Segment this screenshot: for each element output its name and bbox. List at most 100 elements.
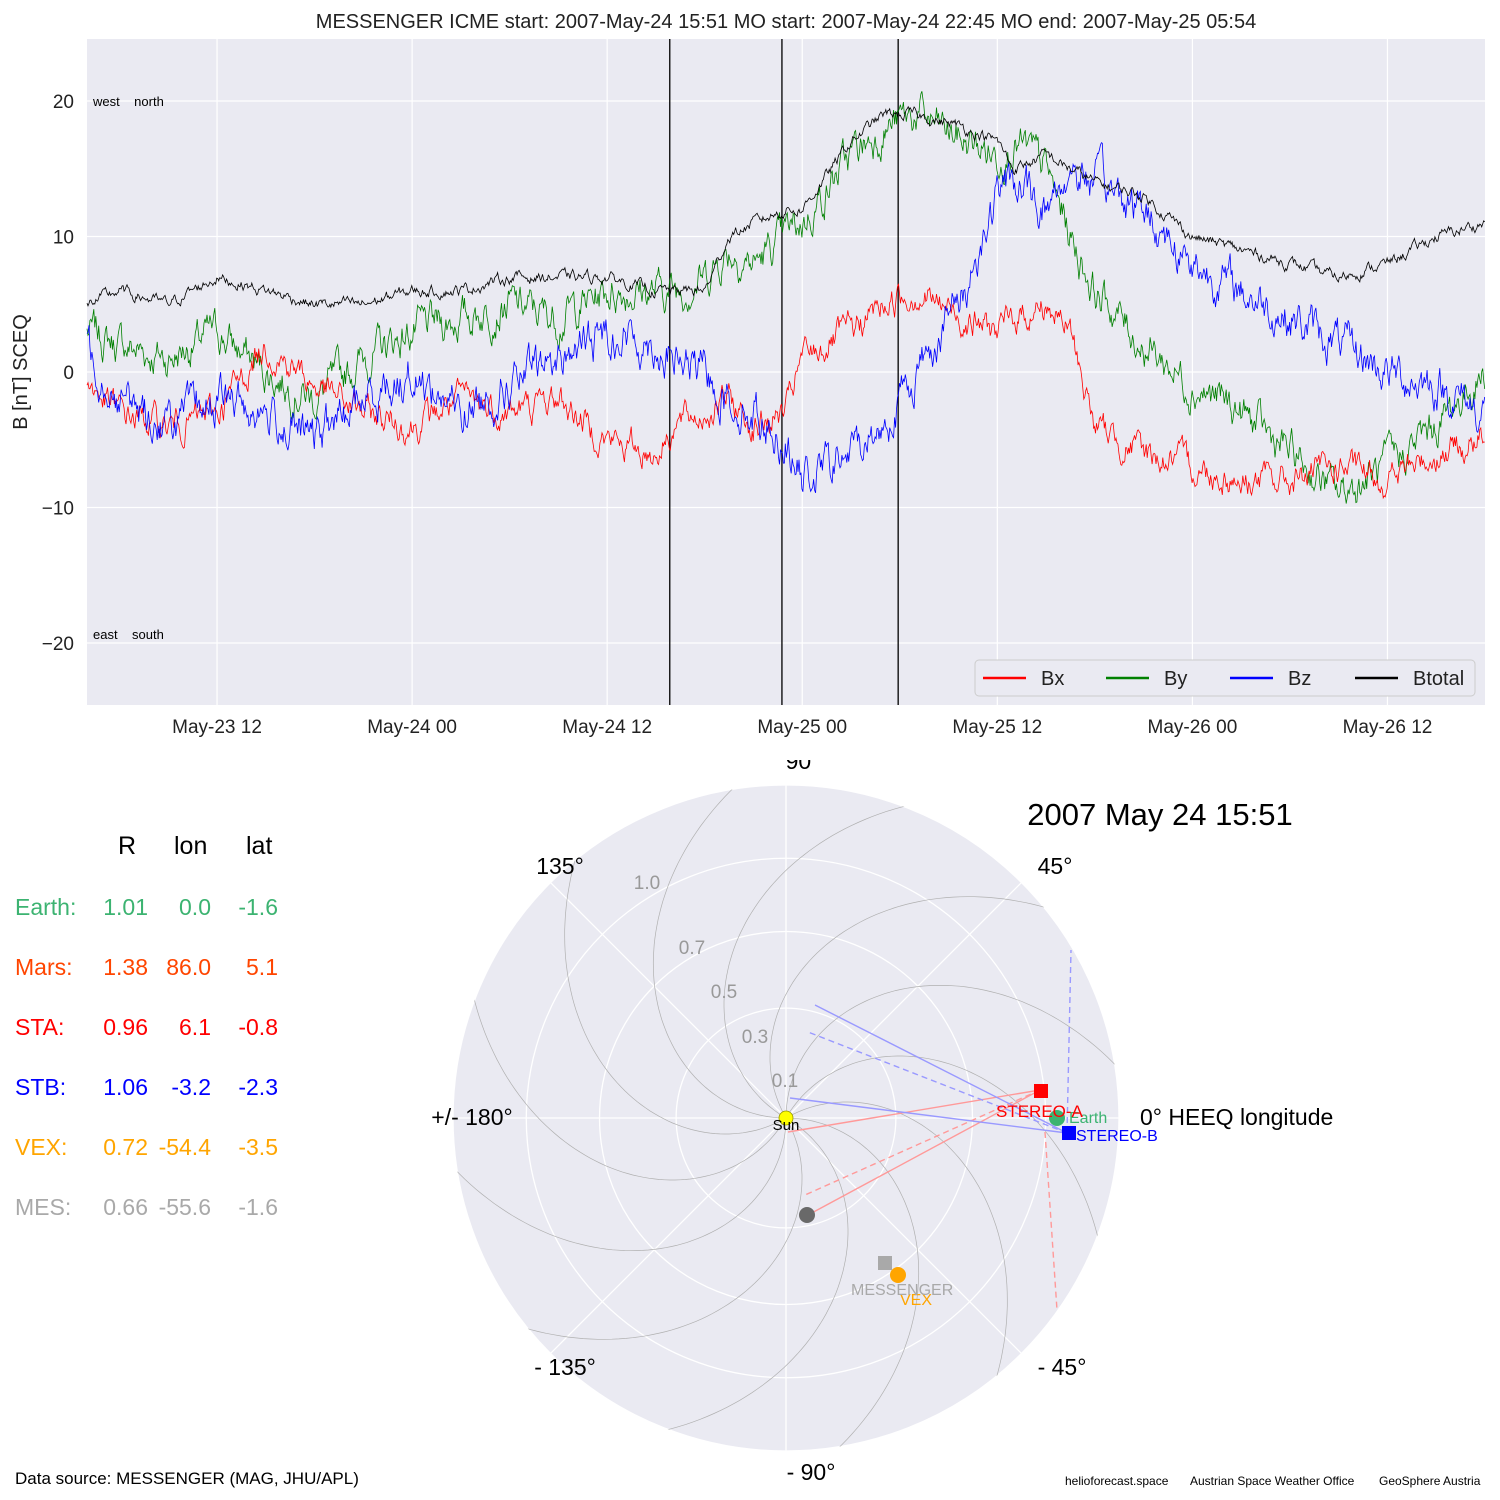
parker-spiral-line	[723, 797, 949, 1119]
angle-label: 135°	[536, 853, 584, 879]
table-header-lat: lat	[246, 832, 273, 860]
annotation-west-north: west north	[92, 94, 164, 109]
legend-label-by: By	[1164, 668, 1187, 690]
table-cell-lon: 6.1	[179, 1014, 211, 1040]
x-tick-label: May-26 00	[1148, 717, 1238, 738]
legend-label-bz: Bz	[1288, 668, 1311, 690]
marker-messenger	[878, 1256, 892, 1270]
body-label-stereo-a: STEREO-A	[996, 1102, 1084, 1121]
table-cell-r: 0.96	[103, 1014, 148, 1040]
x-tick-label: May-23 12	[172, 717, 262, 738]
parker-spiral-line	[785, 984, 1119, 1119]
polar-spoke	[550, 882, 787, 1119]
angle-label: 0° HEEQ longitude	[1140, 1104, 1333, 1130]
table-cell-lon: 86.0	[166, 954, 211, 980]
credit-aswo: Austrian Space Weather Office	[1190, 1474, 1355, 1488]
y-tick-label: 0	[63, 363, 74, 384]
field-line-connection	[1066, 949, 1072, 1134]
table-cell-r: 1.38	[103, 954, 148, 980]
parker-spiral-line	[785, 1101, 1008, 1419]
y-tick-label: 20	[53, 92, 74, 113]
polar-spoke	[785, 1117, 1022, 1354]
marker-sun	[778, 1110, 794, 1126]
field-line-connection	[807, 1089, 1041, 1216]
credit-helioforecast: helioforecast.space	[1065, 1474, 1169, 1488]
table-cell-label: Mars:	[15, 954, 73, 980]
x-tick-label: May-24 00	[367, 717, 457, 738]
radial-label: 0.3	[742, 1027, 768, 1048]
table-cell-lat: -2.3	[238, 1074, 278, 1100]
y-tick-label: −10	[42, 499, 74, 520]
angle-label: 90°	[786, 760, 821, 774]
series-line-bz	[86, 142, 1486, 493]
angle-label: - 45°	[1038, 1354, 1087, 1380]
angle-label: +/- 180°	[431, 1104, 512, 1130]
data-source: Data source: MESSENGER (MAG, JHU/APL)	[15, 1469, 359, 1488]
table-cell-label: MES:	[15, 1194, 72, 1220]
table-cell-label: VEX:	[15, 1134, 68, 1160]
table-cell-lat: -3.5	[238, 1134, 278, 1160]
parker-spiral-line	[465, 955, 787, 1181]
y-axis-label: B [nT] SCEQ	[10, 314, 32, 430]
table-cell-lat: -0.8	[238, 1014, 278, 1040]
marker-vex	[890, 1267, 906, 1283]
marker-stereo-b	[1062, 1126, 1076, 1140]
body-label-sun: Sun	[773, 1117, 800, 1134]
radial-label: 0.5	[711, 982, 737, 1003]
timeseries-title: MESSENGER ICME start: 2007-May-24 15:51 …	[316, 11, 1256, 33]
table-cell-label: Earth:	[15, 894, 77, 920]
table-cell-lon: 0.0	[179, 894, 211, 920]
radial-label: 1.0	[634, 873, 660, 894]
series-line-btotal	[86, 105, 1485, 309]
marker-stereo-a	[1034, 1084, 1048, 1098]
credit-geosphere: GeoSphere Austria	[1379, 1474, 1481, 1488]
table-cell-lat: -1.6	[238, 894, 278, 920]
x-tick-label: May-25 00	[757, 717, 847, 738]
table-header-lon: lon	[174, 832, 208, 860]
table-cell-r: 1.06	[103, 1074, 148, 1100]
legend-box	[974, 659, 1476, 697]
table-cell-lat: -1.6	[238, 1194, 278, 1220]
parker-spiral-line	[453, 1117, 787, 1252]
x-tick-label: May-25 12	[952, 717, 1042, 738]
field-line-connection	[787, 1089, 1041, 1133]
marker-unnamed-body	[799, 1207, 815, 1223]
legend: Bx By Bz Btotal	[974, 659, 1476, 697]
body-label-messenger: MESSENGER	[851, 1282, 953, 1299]
parker-spiral-line	[564, 817, 787, 1135]
table-cell-r: 1.01	[103, 894, 148, 920]
table-header-r: R	[118, 832, 137, 860]
field-line-connection	[807, 1031, 1068, 1134]
parker-spiral-line	[485, 1117, 803, 1340]
body-label-stereo-b: STEREO-B	[1076, 1128, 1158, 1145]
body-label-earth: Earth	[1069, 1110, 1107, 1127]
annotation-east-south: east south	[93, 627, 164, 642]
series-line-bx	[86, 283, 1485, 500]
angle-label: - 135°	[534, 1354, 596, 1380]
table-cell-lon: -55.6	[158, 1194, 211, 1220]
table-cell-lon: -3.2	[171, 1074, 211, 1100]
field-line-connection	[789, 1097, 1068, 1134]
legend-label-btotal: Btotal	[1413, 668, 1464, 690]
body-label-vex: VEX	[900, 1292, 932, 1309]
y-tick-label: 10	[53, 228, 74, 249]
parker-spiral-line	[785, 1117, 920, 1451]
polar-title: 2007 May 24 15:51	[1027, 797, 1292, 832]
angle-label: - 90°	[787, 1459, 836, 1485]
radial-label: 0.1	[772, 1071, 798, 1092]
parker-spiral-line	[623, 1117, 849, 1439]
table-cell-label: STB:	[15, 1074, 67, 1100]
x-tick-label: May-26 12	[1343, 717, 1433, 738]
parker-spiral-line	[769, 896, 1087, 1119]
field-line-connection	[814, 1004, 1068, 1134]
polar-spoke	[785, 882, 1022, 1119]
timeseries-chart: MESSENGER ICME start: 2007-May-24 15:51 …	[10, 11, 1486, 738]
angle-label: 45°	[1038, 853, 1073, 879]
radial-label: 0.7	[679, 938, 705, 959]
parker-spiral-line	[652, 785, 787, 1119]
parker-spiral-line	[785, 1055, 1107, 1281]
y-tick-label: −20	[42, 634, 74, 655]
table-cell-lon: -54.4	[158, 1134, 211, 1160]
polar-spoke	[550, 1117, 787, 1354]
